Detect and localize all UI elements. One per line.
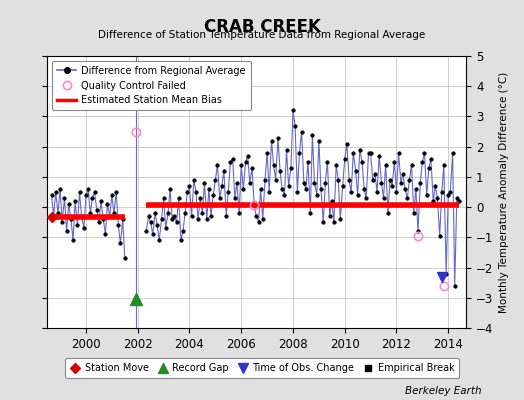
Text: Berkeley Earth: Berkeley Earth: [406, 386, 482, 396]
Y-axis label: Monthly Temperature Anomaly Difference (°C): Monthly Temperature Anomaly Difference (…: [499, 71, 509, 313]
Legend: Station Move, Record Gap, Time of Obs. Change, Empirical Break: Station Move, Record Gap, Time of Obs. C…: [65, 358, 459, 378]
Text: Difference of Station Temperature Data from Regional Average: Difference of Station Temperature Data f…: [99, 30, 425, 40]
Text: CRAB CREEK: CRAB CREEK: [203, 18, 321, 36]
Legend: Difference from Regional Average, Quality Control Failed, Estimated Station Mean: Difference from Regional Average, Qualit…: [52, 61, 250, 110]
